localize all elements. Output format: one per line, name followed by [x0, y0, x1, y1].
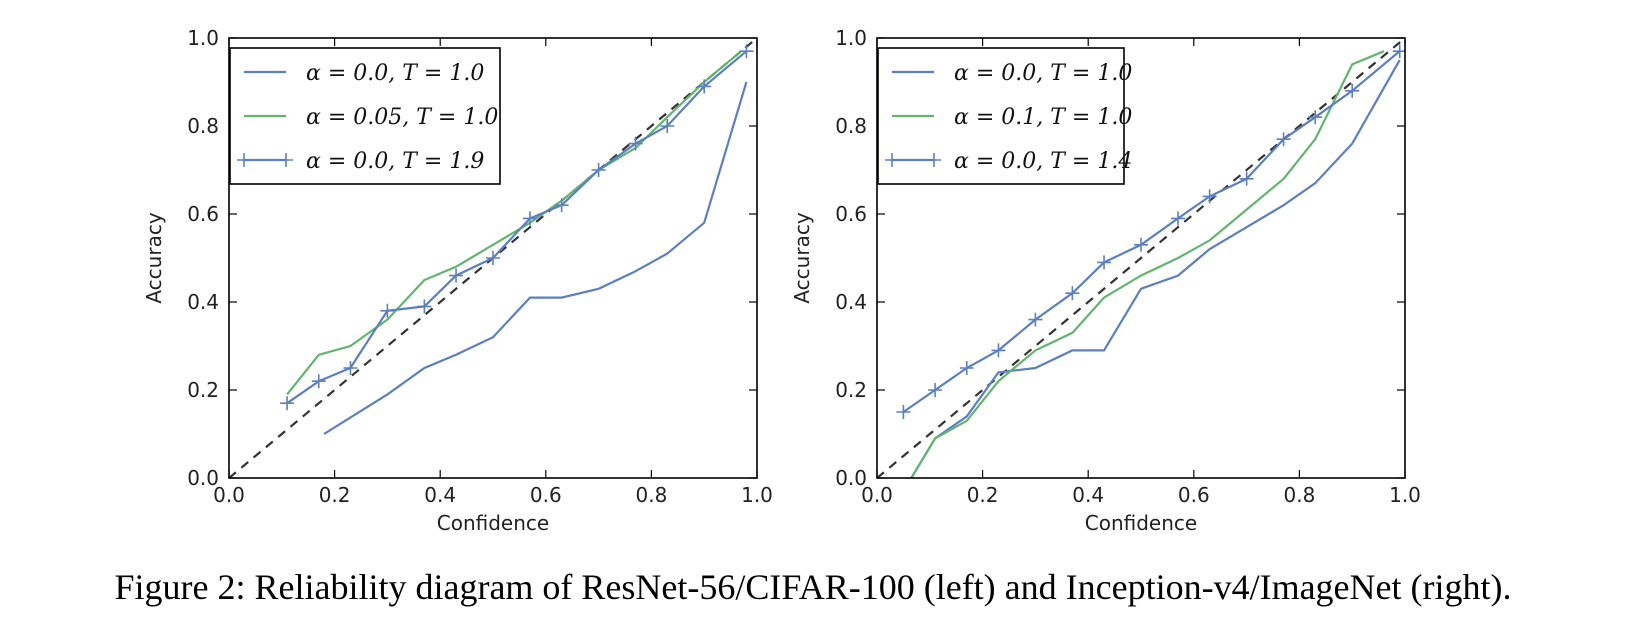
chart-left: 0.0 0.2 0.4 0.6 0.8 1.0 0.0 0.2 0.4 0.6 0.8 1.0 Conf…: [142, 26, 773, 535]
legend-entry-label: α = 0.0, T = 1.0: [954, 61, 1132, 86]
y-tick-label: 0.6: [187, 202, 219, 226]
data-point-marker: [1308, 110, 1323, 125]
data-point-marker: [343, 361, 358, 375]
legend-entry-label: α = 0.1, T = 1.0: [954, 105, 1132, 130]
legend: α = 0.0, T = 1.0 α = 0.1, T = 1.0 α = 0.0,…: [877, 47, 1132, 185]
legend-marker: [237, 153, 251, 167]
legend-marker: [927, 153, 941, 167]
x-tick-label: 0.2: [967, 483, 999, 507]
legend-entry-label: α = 0.0, T = 1.4: [954, 149, 1132, 174]
plot-frame: [876, 37, 1406, 479]
data-point-marker: [449, 268, 464, 283]
data-point-marker: [739, 44, 754, 59]
data-point-marker: [417, 299, 432, 314]
data-point-marker: [1134, 237, 1148, 252]
data-point-marker: [991, 343, 1006, 358]
y-tick-label: 1.0: [835, 26, 867, 50]
x-tick-label: 0.0: [213, 483, 245, 507]
y-axis-label: Accuracy: [790, 212, 814, 303]
y-tick-label: 0.2: [187, 378, 219, 402]
y-tick-label: 0.0: [835, 466, 867, 490]
data-point-marker: [928, 383, 943, 397]
series-line-1: [910, 59, 1401, 478]
data-point-marker: [1239, 171, 1254, 186]
y-tick-label: 0.6: [835, 202, 867, 226]
data-point-marker: [1097, 255, 1112, 270]
data-point-marker: [1028, 312, 1043, 327]
series-line-3: [286, 50, 748, 405]
y-tick-label: 0.0: [187, 466, 219, 490]
data-point-marker: [1276, 132, 1291, 147]
x-axis-label: Confidence: [1085, 511, 1197, 535]
y-tick-label: 0.8: [187, 114, 219, 138]
data-point-marker: [697, 79, 712, 94]
perfect-calibration-line: [877, 38, 1405, 478]
x-tick-label: 0.4: [424, 483, 456, 507]
data-point-marker: [628, 136, 643, 151]
x-tick-label: 1.0: [741, 483, 773, 507]
legend-marker: [885, 153, 899, 167]
data-point-marker: [280, 396, 295, 411]
data-point-marker: [1170, 211, 1185, 226]
plot-area: [877, 38, 1405, 478]
y-tick-label: 0.4: [835, 290, 867, 314]
data-point-marker: [959, 361, 974, 375]
series-line-2: [286, 50, 742, 396]
legend-marker: [279, 153, 293, 167]
x-tick-label: 0.0: [861, 483, 893, 507]
data-point-marker: [660, 119, 675, 133]
data-point-marker: [554, 198, 569, 213]
data-point-marker: [380, 303, 395, 318]
series-line-1: [323, 81, 748, 435]
legend-entry-label: α = 0.0, T = 1.0: [306, 61, 484, 86]
series-line-2: [910, 50, 1385, 478]
plot-area: [229, 38, 757, 478]
x-axis-label: Confidence: [437, 511, 549, 535]
plot-frame: [228, 37, 758, 479]
data-point-marker: [1202, 189, 1217, 204]
legend: α = 0.0, T = 1.0 α = 0.05, T = 1.0 α = 0.0…: [229, 47, 501, 185]
legend-entry-label: α = 0.05, T = 1.0: [306, 105, 498, 130]
x-tick-label: 0.8: [635, 483, 667, 507]
data-point-marker: [311, 374, 326, 389]
legend-entry-label: α = 0.0, T = 1.9: [306, 149, 484, 174]
y-tick-label: 0.8: [835, 114, 867, 138]
chart-right: 0.0 0.2 0.4 0.6 0.8 1.0 0.0 0.2 0.4 0.6 0.8 1.0 Conf…: [790, 26, 1421, 535]
data-point-marker: [522, 211, 537, 226]
data-point-marker: [1065, 286, 1080, 301]
figure-caption: Figure 2: Reliability diagram of ResNet-…: [114, 567, 1512, 607]
data-point-marker: [1345, 83, 1360, 98]
x-tick-label: 0.4: [1072, 483, 1104, 507]
y-tick-label: 1.0: [187, 26, 219, 50]
y-tick-label: 0.2: [835, 378, 867, 402]
x-tick-label: 0.2: [319, 483, 351, 507]
x-tick-label: 0.8: [1283, 483, 1315, 507]
x-tick-label: 0.6: [1178, 483, 1210, 507]
data-point-marker: [591, 163, 606, 177]
data-point-marker: [486, 251, 500, 265]
y-axis-label: Accuracy: [142, 212, 166, 303]
x-tick-label: 1.0: [1389, 483, 1421, 507]
x-tick-label: 0.6: [530, 483, 562, 507]
y-tick-label: 0.4: [187, 290, 219, 314]
data-point-marker: [896, 405, 911, 419]
